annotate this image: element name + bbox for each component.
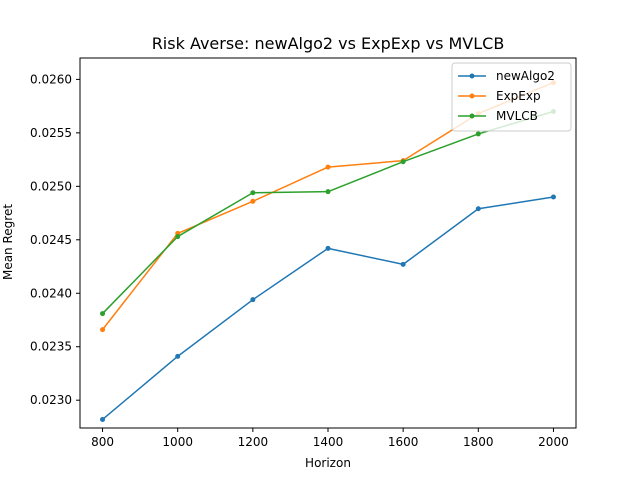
legend-box (451, 62, 572, 132)
y-tick-label: 0.0235 (30, 340, 72, 354)
data-point-newalgo2 (400, 261, 406, 267)
legend: newAlgo2 ExpExp MVLCB (451, 62, 572, 132)
data-point-expexp (250, 198, 256, 204)
legend-label-newalgo2: newAlgo2 (496, 69, 555, 83)
data-point-newalgo2 (325, 245, 331, 251)
legend-label-mvlcb: MVLCB (496, 109, 538, 123)
x-tick-label: 2000 (538, 435, 569, 449)
chart-title: Risk Averse: newAlgo2 vs ExpExp vs MVLCB (152, 34, 505, 53)
data-point-mvlcb (175, 234, 181, 240)
y-axis-label: Mean Regret (1, 204, 15, 280)
legend-marker-mvlcb (469, 113, 475, 119)
plot-frame (79, 57, 577, 429)
x-axis-label: Horizon (305, 456, 351, 470)
y-tick-label: 0.0245 (30, 233, 72, 247)
legend-label-expexp: ExpExp (496, 89, 541, 103)
data-point-newalgo2 (475, 206, 481, 212)
data-point-newalgo2 (550, 194, 556, 200)
data-point-mvlcb (250, 190, 256, 196)
x-tick-label: 800 (91, 435, 114, 449)
x-tick-label: 1000 (162, 435, 193, 449)
data-point-mvlcb (325, 189, 331, 195)
data-point-expexp (100, 327, 106, 333)
x-tick-label: 1200 (238, 435, 269, 449)
x-tick-label: 1800 (463, 435, 494, 449)
data-point-mvlcb (475, 131, 481, 137)
legend-marker-newalgo2 (469, 73, 475, 79)
data-point-newalgo2 (100, 416, 106, 422)
y-axis-ticks: 0.0230 0.0235 0.0240 0.0245 0.0250 0.0255 0.02… (30, 72, 80, 407)
y-tick-label: 0.0240 (30, 286, 72, 300)
y-tick-label: 0.0230 (30, 393, 72, 407)
data-point-mvlcb (400, 159, 406, 165)
x-tick-label: 1400 (313, 435, 344, 449)
legend-marker-expexp (469, 93, 475, 99)
x-axis-ticks: 800 1000 1200 1400 1600 1800 2000 (91, 428, 569, 449)
data-point-newalgo2 (175, 353, 181, 359)
data-point-mvlcb (100, 311, 106, 317)
y-tick-label: 0.0260 (30, 72, 72, 86)
x-tick-label: 1600 (388, 435, 419, 449)
data-point-expexp (325, 164, 331, 170)
data-point-newalgo2 (250, 297, 256, 303)
y-tick-label: 0.0250 (30, 179, 72, 193)
y-tick-label: 0.0255 (30, 126, 72, 140)
